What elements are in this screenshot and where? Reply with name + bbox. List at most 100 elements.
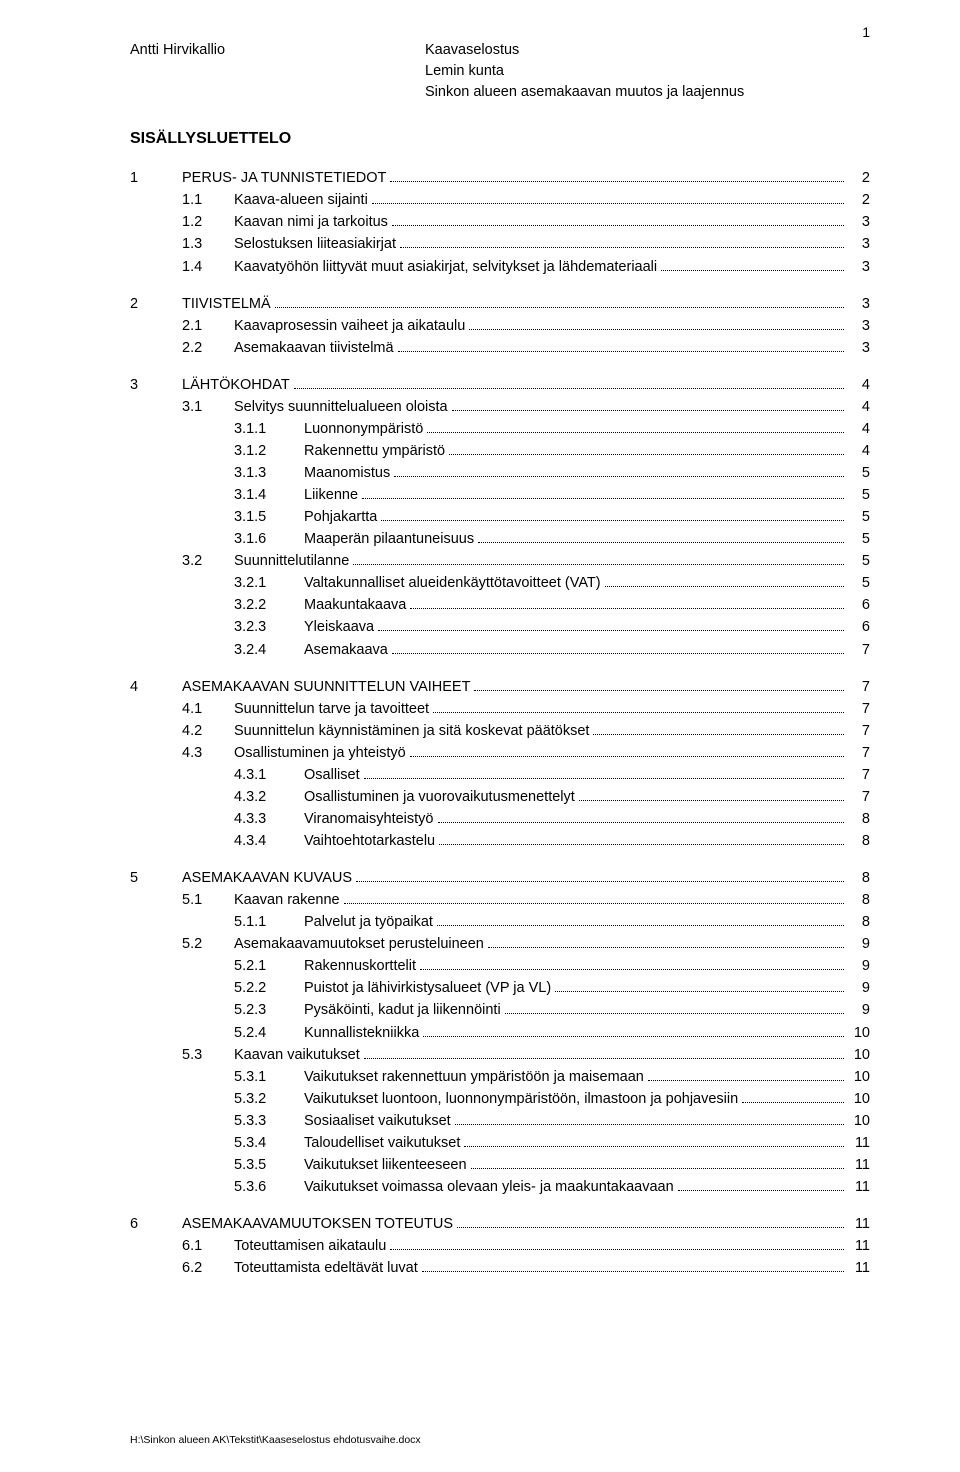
toc-entry: 3.1Selvitys suunnittelualueen oloista4 xyxy=(130,397,870,418)
toc-entry: 3.1.2Rakennettu ympäristö4 xyxy=(130,441,870,462)
toc-number: 5.3.5 xyxy=(130,1155,304,1176)
toc-entry: 3.2.2Maakuntakaava6 xyxy=(130,595,870,616)
toc-label: Kaavan nimi ja tarkoitus xyxy=(234,212,388,233)
toc-label: Pohjakartta xyxy=(304,507,377,528)
toc-entry: 3LÄHTÖKOHDAT4 xyxy=(130,375,870,396)
toc-leader-dots xyxy=(469,316,844,330)
toc-leader-dots xyxy=(661,256,844,270)
toc-leader-dots xyxy=(390,1236,844,1250)
toc-entry: 5.3.4Taloudelliset vaikutukset11 xyxy=(130,1133,870,1154)
toc-label: Osallistuminen ja vuorovaikutusmenettely… xyxy=(304,787,575,808)
toc-leader-dots xyxy=(378,617,844,631)
toc-page: 7 xyxy=(848,787,870,808)
toc-number: 5.3.3 xyxy=(130,1111,304,1132)
toc-number: 3.1.6 xyxy=(130,529,304,550)
toc-entry: 3.1.5Pohjakartta5 xyxy=(130,507,870,528)
toc-label: Osallistuminen ja yhteistyö xyxy=(234,743,406,764)
toc-page: 2 xyxy=(848,190,870,211)
toc-entry: 3.2.4Asemakaava7 xyxy=(130,639,870,660)
toc-leader-dots xyxy=(362,485,844,499)
toc-gap xyxy=(130,279,870,293)
toc-page: 3 xyxy=(848,338,870,359)
toc-entry: 6.2Toteuttamista edeltävät luvat11 xyxy=(130,1258,870,1279)
header-author: Antti Hirvikallio xyxy=(130,40,425,103)
toc-number: 2.1 xyxy=(130,316,234,337)
toc-entry: 5.2Asemakaavamuutokset perusteluineen9 xyxy=(130,934,870,955)
toc-page: 5 xyxy=(848,551,870,572)
toc-entry: 3.1.3Maanomistus5 xyxy=(130,463,870,484)
toc-leader-dots xyxy=(452,397,844,411)
toc-leader-dots xyxy=(344,890,844,904)
toc-entry: 1.2Kaavan nimi ja tarkoitus3 xyxy=(130,212,870,233)
toc-page: 4 xyxy=(848,441,870,462)
document-page: 1 Antti Hirvikallio Kaavaselostus Lemin … xyxy=(0,0,960,1472)
toc-entry: 4.3.1Osalliset7 xyxy=(130,765,870,786)
toc-page: 8 xyxy=(848,890,870,911)
toc-number: 3.2.1 xyxy=(130,573,304,594)
toc-label: Kaavan rakenne xyxy=(234,890,340,911)
toc-label: Maakuntakaava xyxy=(304,595,406,616)
toc-label: Liikenne xyxy=(304,485,358,506)
toc-label: Rakennettu ympäristö xyxy=(304,441,445,462)
toc-label: Asemakaavan tiivistelmä xyxy=(234,338,394,359)
toc-page: 4 xyxy=(848,375,870,396)
header-title-block: Kaavaselostus Lemin kunta Sinkon alueen … xyxy=(425,40,870,103)
toc-label: Suunnittelun käynnistäminen ja sitä kosk… xyxy=(234,721,589,742)
toc-number: 5.1.1 xyxy=(130,912,304,933)
toc-number: 5 xyxy=(130,868,182,889)
toc-leader-dots xyxy=(648,1067,844,1081)
toc-number: 5.2.2 xyxy=(130,978,304,999)
toc-gap xyxy=(130,360,870,374)
toc-leader-dots xyxy=(437,912,844,926)
toc-leader-dots xyxy=(390,168,844,182)
toc-entry: 3.2Suunnittelutilanne5 xyxy=(130,551,870,572)
toc-number: 1.1 xyxy=(130,190,234,211)
toc-page: 8 xyxy=(848,809,870,830)
toc-leader-dots xyxy=(423,1022,844,1036)
toc-number: 1.4 xyxy=(130,257,234,278)
toc-label: Palvelut ja työpaikat xyxy=(304,912,433,933)
toc-number: 4 xyxy=(130,677,182,698)
toc-entry: 3.1.1Luonnonympäristö4 xyxy=(130,419,870,440)
toc-leader-dots xyxy=(439,831,844,845)
toc-entry: 6.1Toteuttamisen aikataulu11 xyxy=(130,1236,870,1257)
toc-page: 7 xyxy=(848,640,870,661)
toc-label: Sosiaaliset vaikutukset xyxy=(304,1111,451,1132)
toc-label: Valtakunnalliset alueidenkäyttötavoittee… xyxy=(304,573,601,594)
toc-label: Kaavaprosessin vaiheet ja aikataulu xyxy=(234,316,465,337)
toc-page: 8 xyxy=(848,868,870,889)
toc-number: 5.3 xyxy=(130,1045,234,1066)
toc-label: Luonnonympäristö xyxy=(304,419,423,440)
toc-leader-dots xyxy=(410,743,844,757)
toc-page: 4 xyxy=(848,397,870,418)
toc-leader-dots xyxy=(372,190,844,204)
toc-label: Vaikutukset luontoon, luonnonympäristöön… xyxy=(304,1089,738,1110)
toc-number: 5.1 xyxy=(130,890,234,911)
toc-label: Vaihtoehtotarkastelu xyxy=(304,831,435,852)
toc-page: 6 xyxy=(848,617,870,638)
toc-page: 5 xyxy=(848,485,870,506)
toc-label: Maaperän pilaantuneisuus xyxy=(304,529,474,550)
toc-page: 11 xyxy=(848,1155,870,1176)
page-number: 1 xyxy=(862,22,870,42)
toc-entry: 5.3.6Vaikutukset voimassa olevaan yleis-… xyxy=(130,1177,870,1198)
toc-leader-dots xyxy=(478,529,844,543)
toc-page: 7 xyxy=(848,699,870,720)
toc-leader-dots xyxy=(410,595,844,609)
toc-leader-dots xyxy=(420,956,844,970)
toc-entry: 5.1.1Palvelut ja työpaikat8 xyxy=(130,912,870,933)
toc-label: Osalliset xyxy=(304,765,360,786)
toc-page: 4 xyxy=(848,419,870,440)
toc-label: Selvitys suunnittelualueen oloista xyxy=(234,397,448,418)
toc-label: Toteuttamisen aikataulu xyxy=(234,1236,386,1257)
toc-number: 6 xyxy=(130,1214,182,1235)
toc-number: 5.3.2 xyxy=(130,1089,304,1110)
toc-page: 10 xyxy=(848,1067,870,1088)
toc-entry: 5.3.1Vaikutukset rakennettuun ympäristöö… xyxy=(130,1067,870,1088)
toc-entry: 2TIIVISTELMÄ3 xyxy=(130,294,870,315)
toc-entry: 4.3Osallistuminen ja yhteistyö7 xyxy=(130,743,870,764)
toc-number: 2.2 xyxy=(130,338,234,359)
toc-page: 3 xyxy=(848,234,870,255)
toc-page: 11 xyxy=(848,1214,870,1235)
toc-page: 11 xyxy=(848,1236,870,1257)
